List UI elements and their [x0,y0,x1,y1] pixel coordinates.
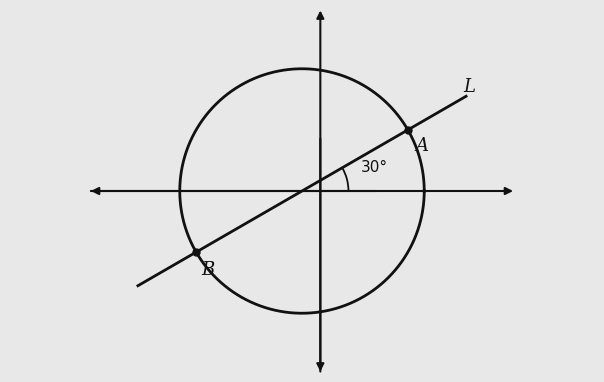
Text: L: L [463,78,475,96]
Text: 30°: 30° [361,160,388,175]
Text: A: A [415,137,428,155]
Text: B: B [201,261,214,279]
